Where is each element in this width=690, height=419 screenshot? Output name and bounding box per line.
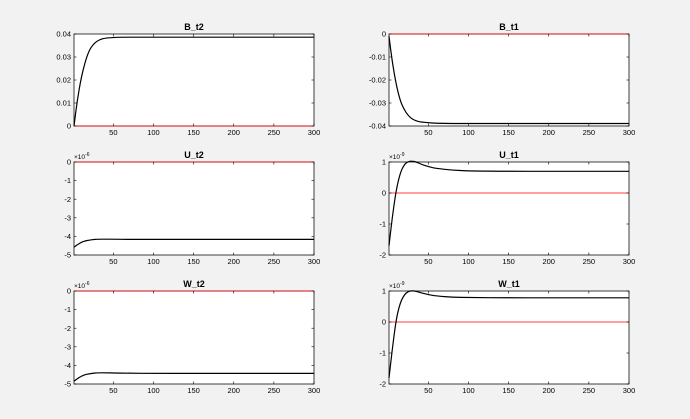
x-tick-label: 50	[109, 128, 117, 137]
y-tick-label: -2	[64, 324, 71, 333]
x-tick-label: 250	[583, 128, 596, 137]
x-tick-label: 300	[623, 386, 636, 395]
y-exponent-label: ×10-6	[74, 281, 90, 290]
y-tick-label: -2	[379, 251, 386, 260]
y-tick-label: 0.04	[56, 30, 71, 39]
axes-box	[388, 290, 630, 385]
y-tick-label: -1	[64, 176, 71, 185]
y-tick-label: -1	[379, 349, 386, 358]
subplot-title: W_t2	[183, 279, 205, 289]
x-tick-label: 250	[268, 128, 281, 137]
x-tick-label: 100	[147, 386, 160, 395]
x-tick-label: 200	[227, 257, 240, 266]
x-tick-label: 250	[583, 386, 596, 395]
subplot-w-t1: W_t1 50 100 150 200 250 300 -2 -1 0 1×10-9	[379, 279, 635, 395]
x-tick-label: 200	[227, 128, 240, 137]
x-tick-label: 50	[109, 257, 117, 266]
x-tick-label: 250	[268, 257, 281, 266]
x-tick-label: 150	[502, 257, 515, 266]
x-tick-label: 100	[147, 257, 160, 266]
y-tick-label: 0	[67, 287, 71, 296]
subplot-title: W_t1	[498, 279, 520, 289]
x-tick-label: 50	[424, 128, 432, 137]
y-tick-label: -1	[64, 305, 71, 314]
x-tick-label: 300	[308, 128, 321, 137]
x-tick-label: 150	[502, 128, 515, 137]
y-tick-label: -3	[64, 342, 71, 351]
y-tick-label: 0	[67, 158, 71, 167]
series-line	[388, 160, 629, 246]
x-tick-label: 100	[462, 386, 475, 395]
subplot-title: U_t1	[499, 150, 519, 160]
subplot-u-t1: U_t1 50 100 150 200 250 300 -2 -1 0 1×10-9	[379, 150, 635, 266]
y-tick-label: -5	[64, 251, 71, 260]
x-tick-label: 150	[187, 386, 200, 395]
axes-box	[73, 290, 315, 385]
subplot-w-t2: W_t2 50 100 150 200 250 300 -5 -4 -3 -2 -1 0×10-6	[64, 279, 320, 395]
x-tick-label: 100	[462, 128, 475, 137]
y-tick-label: -0.02	[369, 76, 386, 85]
series-line	[73, 36, 314, 127]
y-tick-label: 0	[382, 30, 386, 39]
series-line	[73, 238, 314, 248]
subplot-title: U_t2	[184, 150, 204, 160]
y-tick-label: 0.02	[56, 76, 71, 85]
x-tick-label: 200	[542, 386, 555, 395]
x-tick-label: 300	[623, 257, 636, 266]
x-tick-label: 300	[308, 257, 321, 266]
series-line	[388, 290, 629, 378]
x-tick-label: 250	[583, 257, 596, 266]
x-tick-label: 150	[187, 128, 200, 137]
x-tick-label: 50	[424, 386, 432, 395]
y-exponent-label: ×10-9	[389, 152, 405, 161]
x-tick-label: 150	[187, 257, 200, 266]
axes-box	[388, 33, 630, 127]
y-tick-label: -0.03	[369, 99, 386, 108]
subplot-title: B_t1	[499, 22, 519, 32]
subplot-u-t2: U_t2 50 100 150 200 250 300 -5 -4 -3 -2 -1 0×10-6	[64, 150, 320, 266]
y-tick-label: -3	[64, 213, 71, 222]
y-tick-label: 0	[67, 122, 71, 131]
y-tick-label: 1	[382, 287, 386, 296]
y-tick-label: -2	[379, 380, 386, 389]
y-tick-label: 1	[382, 158, 386, 167]
subplot-b-t2: B_t2 50 100 150 200 250 300 0 0.01 0.02 0.03 0.04	[56, 22, 320, 137]
series-line	[388, 36, 629, 125]
x-tick-label: 300	[623, 128, 636, 137]
x-tick-label: 250	[268, 386, 281, 395]
y-tick-label: -4	[64, 232, 71, 241]
x-tick-label: 50	[424, 257, 432, 266]
x-tick-label: 300	[308, 386, 321, 395]
x-tick-label: 100	[462, 257, 475, 266]
axes-box	[388, 161, 630, 256]
y-tick-label: -0.04	[369, 122, 386, 131]
y-tick-label: 0.01	[56, 99, 71, 108]
y-tick-label: 0	[382, 318, 386, 327]
subplot-b-t1: B_t1 50 100 150 200 250 300 -0.04 -0.03 -0.02 -0.0…	[369, 22, 635, 137]
x-tick-label: 200	[542, 257, 555, 266]
series-line	[73, 372, 314, 382]
axes-box	[73, 33, 315, 127]
y-tick-label: -4	[64, 361, 71, 370]
y-exponent-label: ×10-9	[389, 281, 405, 290]
axes-box	[73, 161, 315, 256]
y-tick-label: 0.03	[56, 53, 71, 62]
x-tick-label: 100	[147, 128, 160, 137]
y-tick-label: 0	[382, 189, 386, 198]
subplot-title: B_t2	[184, 22, 204, 32]
y-exponent-label: ×10-6	[74, 152, 90, 161]
y-tick-label: -5	[64, 380, 71, 389]
y-tick-label: -2	[64, 195, 71, 204]
y-tick-label: -0.01	[369, 53, 386, 62]
x-tick-label: 150	[502, 386, 515, 395]
x-tick-label: 200	[542, 128, 555, 137]
x-tick-label: 50	[109, 386, 117, 395]
x-tick-label: 200	[227, 386, 240, 395]
y-tick-label: -1	[379, 220, 386, 229]
